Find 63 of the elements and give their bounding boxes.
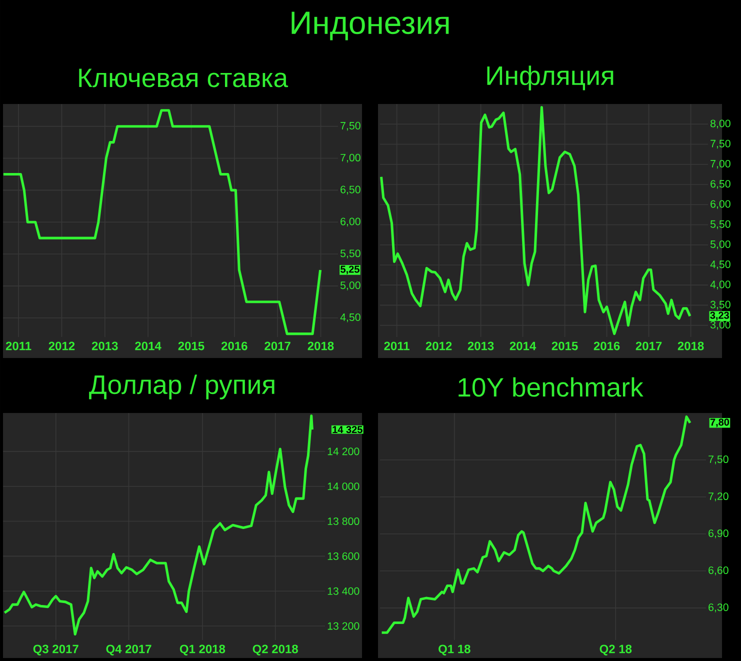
x-tick-label: 2017 [264, 342, 290, 350]
y-tick-label: 7,00 [340, 154, 360, 163]
text: Индонезия [292, 12, 449, 40]
y-tick-label: 5,00 [340, 282, 360, 290]
x-tick-label: 2013 [468, 342, 494, 350]
line-series [380, 106, 692, 336]
y-tick-label: 3,50 [710, 300, 730, 310]
chart-title: Ключевая ставка [79, 68, 288, 88]
y-tick-label: 6,30 [708, 604, 728, 612]
y-tick-label: 6,50 [340, 186, 360, 195]
y-tick-label: 5,00 [710, 240, 730, 250]
line-series [3, 109, 322, 336]
x-tick-label: Q3 2017 [33, 644, 78, 656]
y-tick-label: 13 800 [328, 517, 360, 526]
x-tick-label: 2017 [636, 342, 662, 350]
x-tick-label: Q1 2018 [180, 644, 226, 656]
x-tick-label: 2014 [510, 342, 536, 350]
x-tick-label: Q2 2018 [252, 644, 298, 656]
y-tick-label: 14 200 [328, 448, 360, 456]
y-tick-label: 4,50 [710, 260, 730, 270]
y-tick-label: 5,50 [710, 220, 730, 230]
x-tick-label: 2013 [92, 342, 118, 350]
y-tick-label: 4,50 [340, 313, 360, 322]
y-tick-label: 13 600 [328, 552, 360, 560]
y-tick-label: 6,00 [710, 200, 730, 209]
y-tick-label: 7,00 [710, 160, 730, 169]
y-tick-label: 13 400 [328, 587, 360, 595]
x-tick-label: Q2 18 [600, 644, 632, 656]
annotation: 3,23 [710, 312, 729, 320]
chart-title: 10Y benchmark [458, 377, 644, 397]
y-tick-label: 6,50 [710, 180, 730, 189]
line-series [3, 414, 314, 636]
annotation: 14 325 [332, 426, 362, 434]
x-tick-label: 2012 [48, 342, 75, 350]
y-tick-label: 7,20 [708, 492, 728, 502]
x-tick-label: 2018 [308, 342, 334, 350]
y-tick-label: 7,50 [708, 455, 728, 464]
x-tick-label: Q4 2017 [106, 644, 152, 656]
chart-title: Доллар / рупия [89, 374, 274, 400]
x-tick-label: 2018 [678, 342, 704, 350]
y-tick-label: 4,00 [710, 280, 730, 290]
y-tick-label: 6,00 [340, 218, 360, 226]
x-tick-label: 2015 [178, 342, 204, 350]
y-tick-label: 6,60 [708, 566, 728, 576]
x-tick-label: 2011 [6, 342, 32, 350]
y-tick-label: 7,50 [340, 122, 360, 131]
y-tick-label: 8,00 [710, 120, 730, 129]
annotation: 7,80 [710, 418, 730, 428]
x-tick-label: 2016 [221, 342, 248, 350]
annotation: 5,25 [340, 266, 360, 274]
y-tick-label: 5,50 [340, 250, 360, 258]
x-tick-label: Q1 18 [438, 644, 470, 656]
y-tick-label: 6,90 [708, 530, 728, 538]
x-tick-label: 2012 [426, 342, 452, 350]
y-tick-label: 7,50 [710, 140, 730, 149]
y-tick-label: 14 000 [328, 482, 360, 490]
x-tick-label: 2011 [384, 342, 410, 350]
chart-title: Инфляция [487, 66, 614, 90]
x-tick-label: 2016 [594, 342, 620, 350]
x-tick-label: 2014 [135, 342, 162, 350]
x-tick-label: 2015 [552, 342, 578, 350]
y-tick-label: 13 200 [328, 622, 360, 630]
y-tick-label: 3,00 [710, 320, 730, 330]
